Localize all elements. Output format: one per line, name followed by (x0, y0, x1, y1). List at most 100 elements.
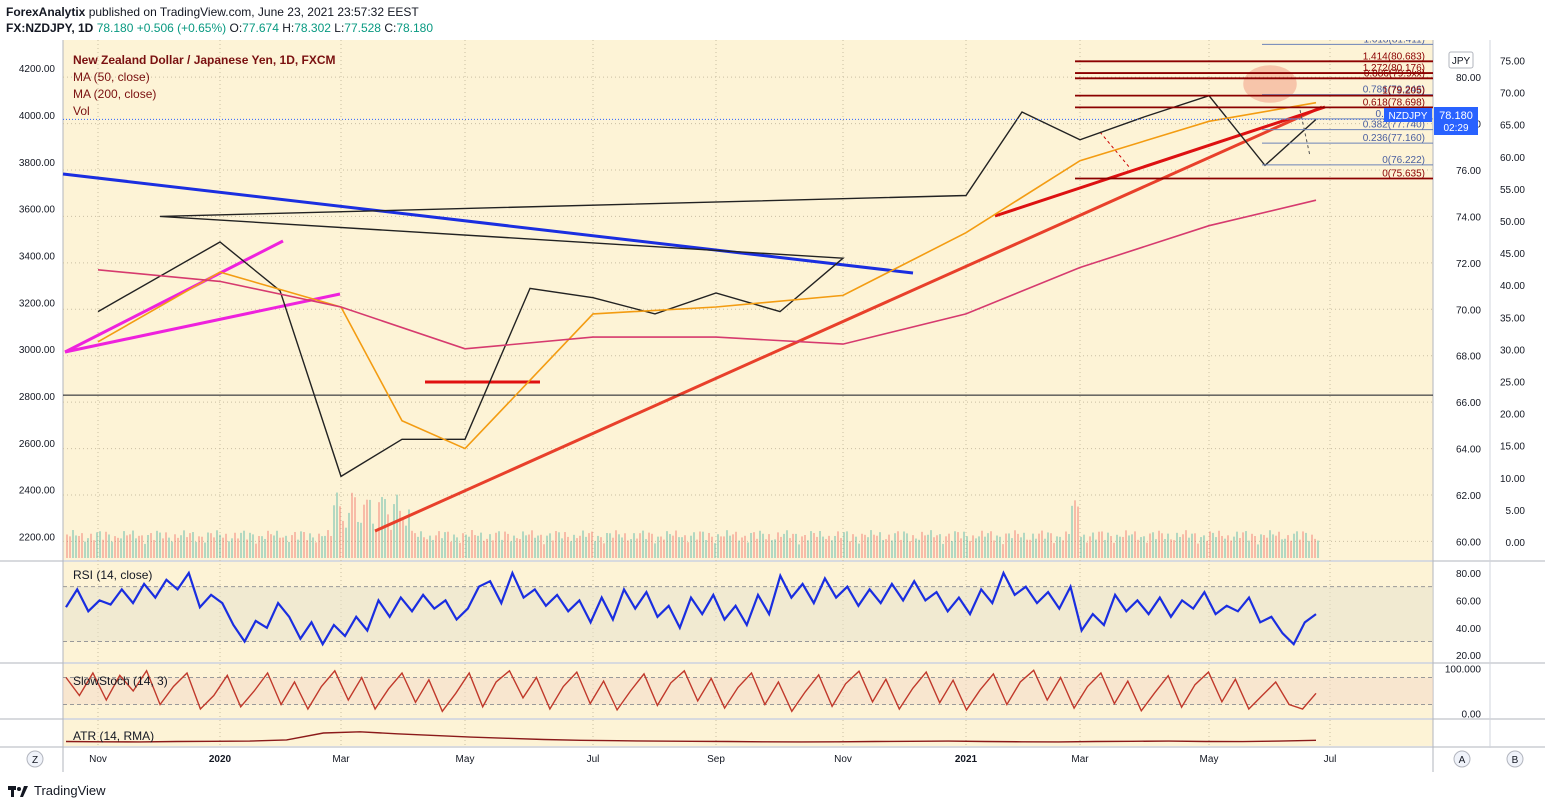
volume-bar (654, 543, 656, 558)
volume-bar (414, 533, 416, 558)
price-tick-label: 74.00 (1456, 212, 1481, 223)
volume-bar (1227, 535, 1229, 558)
ma50-line (97, 101, 1317, 450)
volume-bar (459, 542, 461, 558)
secondary-scale-button[interactable] (1506, 750, 1524, 768)
volume-bar (1137, 539, 1139, 558)
volume-bar (771, 540, 773, 558)
volume-bar (636, 538, 638, 558)
volume-bar (1221, 535, 1223, 558)
volume-bar (255, 543, 257, 558)
volume-bar (900, 539, 902, 558)
volume-bar (813, 532, 815, 558)
volume-bar (372, 523, 374, 558)
volume-bar (660, 536, 662, 558)
stoch-tick-label: 0.00 (1462, 710, 1482, 721)
volume-bar (831, 540, 833, 558)
stoch-title[interactable]: SlowStoch (14, 3) (73, 674, 168, 688)
volume-bar (246, 539, 248, 558)
volume-bar (1287, 535, 1289, 558)
volume-bar (603, 543, 605, 558)
main-plot-bg[interactable] (63, 40, 1433, 560)
volume-bar (594, 541, 596, 558)
volume-bar (189, 533, 191, 558)
publisher-name[interactable]: ForexAnalytix (6, 5, 86, 19)
volume-bar (1281, 539, 1283, 558)
volume-bar (1164, 539, 1166, 558)
volume-bar (720, 536, 722, 558)
atr-title[interactable]: ATR (14, RMA) (73, 729, 154, 743)
price-tick-label: 70.00 (1456, 305, 1481, 316)
volume-bar (192, 532, 194, 558)
volume-bar (993, 540, 995, 558)
legend-vol[interactable]: Vol (73, 104, 90, 118)
volume-bar (528, 534, 530, 558)
volume-bar (1053, 543, 1055, 558)
auto-scale-button[interactable] (1453, 750, 1471, 768)
volume-bar (864, 534, 866, 558)
volume-bar (705, 540, 707, 558)
volume-bar (846, 531, 848, 558)
last-price: 78.180 (96, 21, 134, 35)
volume-bar (696, 539, 698, 558)
volume-bar (795, 533, 797, 558)
footer-brand[interactable]: TradingView (34, 783, 106, 798)
currency-badge[interactable] (1448, 51, 1474, 69)
volume-bar (114, 536, 116, 558)
volume-bar (768, 534, 770, 558)
volume-bar (1182, 534, 1184, 558)
volume-bar (129, 534, 131, 558)
volume-bar (405, 525, 407, 558)
volume-bar (1236, 531, 1238, 558)
rsi-tick-label: 60.00 (1456, 596, 1481, 607)
volume-bar (990, 531, 992, 558)
volume-bar (1314, 538, 1316, 558)
secondary-tick-label: 55.00 (1500, 185, 1525, 196)
volume-bar (270, 534, 272, 558)
time-tick-label: 2020 (209, 754, 232, 765)
fib-level-label: 0.236(77.160) (1363, 133, 1425, 144)
legend-ma200[interactable]: MA (200, close) (73, 87, 156, 101)
volume-bar (1140, 537, 1142, 558)
volume-bar (894, 533, 896, 558)
volume-bar (231, 538, 233, 558)
volume-bar (195, 541, 197, 558)
volume-bar (888, 534, 890, 558)
volume-bar (810, 531, 812, 558)
volume-bar (1158, 530, 1160, 558)
legend-ma50[interactable]: MA (50, close) (73, 70, 150, 84)
volume-bar (774, 539, 776, 558)
volume-bar (1062, 540, 1064, 558)
publish-line: ForexAnalytix published on TradingView.c… (6, 4, 433, 20)
volume-bar (1101, 531, 1103, 558)
volume-bar (72, 530, 74, 558)
volume-bar (1269, 530, 1271, 558)
volume-bar (183, 530, 185, 558)
volume-bar (1197, 543, 1199, 558)
timezone-button[interactable] (26, 750, 44, 768)
volume-bar (1299, 539, 1301, 558)
rsi-title[interactable]: RSI (14, close) (73, 568, 152, 582)
volume-bar (243, 530, 245, 558)
bar-countdown: 02:29 (1443, 123, 1468, 134)
volume-bar (570, 541, 572, 558)
left-tick-label: 3200.00 (19, 298, 56, 309)
volume-bar (201, 536, 203, 558)
volume-bar (519, 539, 521, 558)
volume-bar (303, 532, 305, 558)
chart-canvas[interactable]: 1.618(81.411)1.414(80.683)1.272(80.176)0… (0, 40, 1545, 772)
volume-bar (543, 544, 545, 558)
volume-bar (777, 532, 779, 558)
volume-bar (1173, 540, 1175, 558)
volume-bar (1128, 535, 1130, 558)
volume-bar (219, 534, 221, 558)
volume-bar (282, 537, 284, 558)
volume-bar (78, 535, 80, 558)
volume-bar (1095, 539, 1097, 558)
volume-bar (564, 532, 566, 558)
price-tick-label: 62.00 (1456, 491, 1481, 502)
volume-bar (1188, 537, 1190, 558)
volume-bar (921, 531, 923, 558)
volume-bar (348, 512, 350, 558)
volume-bar (597, 535, 599, 558)
